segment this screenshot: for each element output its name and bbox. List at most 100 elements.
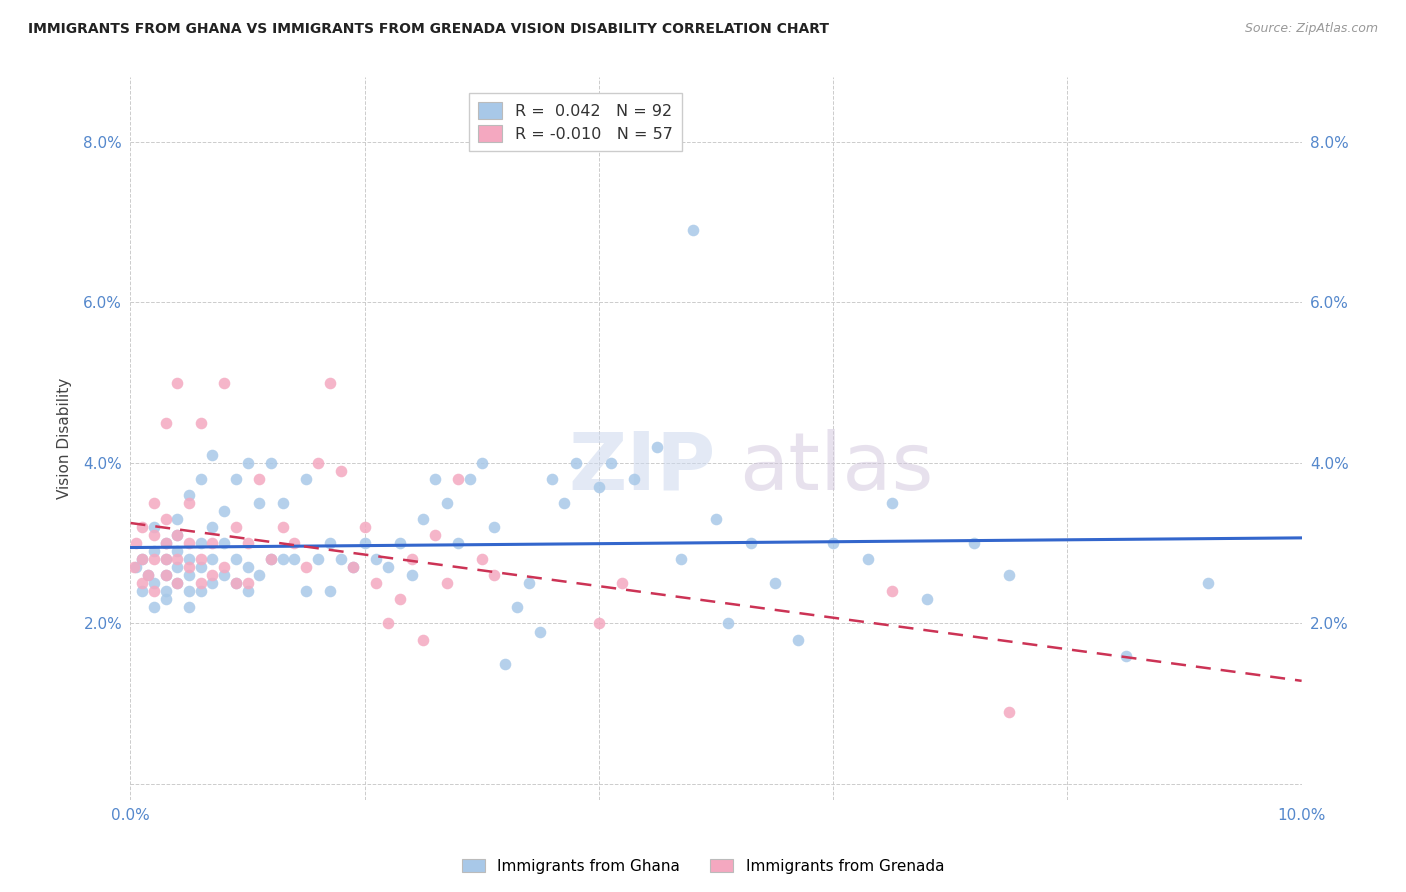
Point bbox=[136, 568, 159, 582]
Point bbox=[155, 512, 177, 526]
Point bbox=[125, 536, 148, 550]
Point bbox=[236, 560, 259, 574]
Point bbox=[166, 552, 188, 566]
Point bbox=[212, 504, 235, 518]
Point bbox=[366, 576, 388, 591]
Point bbox=[177, 584, 200, 599]
Point bbox=[155, 552, 177, 566]
Point bbox=[436, 576, 458, 591]
Point bbox=[177, 496, 200, 510]
Point bbox=[307, 456, 329, 470]
Point bbox=[541, 472, 564, 486]
Point bbox=[271, 496, 294, 510]
Point bbox=[201, 520, 224, 534]
Point bbox=[236, 536, 259, 550]
Point bbox=[247, 568, 270, 582]
Point bbox=[142, 552, 165, 566]
Point bbox=[236, 576, 259, 591]
Point bbox=[998, 705, 1021, 719]
Point bbox=[190, 536, 212, 550]
Point bbox=[190, 560, 212, 574]
Point bbox=[142, 576, 165, 591]
Point bbox=[295, 472, 318, 486]
Point bbox=[283, 536, 305, 550]
Point bbox=[517, 576, 540, 591]
Point bbox=[201, 536, 224, 550]
Point bbox=[155, 552, 177, 566]
Point bbox=[564, 456, 586, 470]
Point bbox=[401, 552, 423, 566]
Point bbox=[177, 536, 200, 550]
Legend: Immigrants from Ghana, Immigrants from Grenada: Immigrants from Ghana, Immigrants from G… bbox=[456, 853, 950, 880]
Point bbox=[142, 496, 165, 510]
Point bbox=[318, 584, 340, 599]
Point bbox=[623, 472, 645, 486]
Point bbox=[142, 528, 165, 542]
Point bbox=[377, 560, 399, 574]
Point bbox=[166, 576, 188, 591]
Point bbox=[131, 584, 153, 599]
Point bbox=[236, 584, 259, 599]
Point bbox=[682, 223, 704, 237]
Point bbox=[529, 624, 551, 639]
Point bbox=[142, 600, 165, 615]
Point bbox=[166, 544, 188, 558]
Point bbox=[166, 376, 188, 390]
Point bbox=[295, 560, 318, 574]
Point bbox=[177, 600, 200, 615]
Text: Source: ZipAtlas.com: Source: ZipAtlas.com bbox=[1244, 22, 1378, 36]
Point bbox=[388, 536, 411, 550]
Point bbox=[131, 552, 153, 566]
Point bbox=[247, 472, 270, 486]
Point bbox=[858, 552, 880, 566]
Point bbox=[318, 536, 340, 550]
Point bbox=[166, 560, 188, 574]
Point bbox=[271, 552, 294, 566]
Point bbox=[717, 616, 740, 631]
Point bbox=[599, 456, 621, 470]
Point bbox=[482, 520, 505, 534]
Point bbox=[366, 552, 388, 566]
Point bbox=[201, 448, 224, 462]
Point bbox=[880, 496, 903, 510]
Point bbox=[260, 552, 283, 566]
Point bbox=[669, 552, 692, 566]
Point bbox=[177, 568, 200, 582]
Point bbox=[342, 560, 364, 574]
Point bbox=[190, 472, 212, 486]
Point bbox=[482, 568, 505, 582]
Point bbox=[122, 560, 145, 574]
Point bbox=[166, 512, 188, 526]
Point bbox=[131, 552, 153, 566]
Point bbox=[177, 488, 200, 502]
Point bbox=[458, 472, 481, 486]
Point bbox=[787, 632, 810, 647]
Point bbox=[377, 616, 399, 631]
Point bbox=[471, 456, 494, 470]
Text: IMMIGRANTS FROM GHANA VS IMMIGRANTS FROM GRENADA VISION DISABILITY CORRELATION C: IMMIGRANTS FROM GHANA VS IMMIGRANTS FROM… bbox=[28, 22, 830, 37]
Point bbox=[212, 536, 235, 550]
Point bbox=[177, 560, 200, 574]
Point bbox=[553, 496, 575, 510]
Point bbox=[704, 512, 727, 526]
Point bbox=[155, 592, 177, 607]
Point bbox=[201, 568, 224, 582]
Point bbox=[212, 568, 235, 582]
Point bbox=[190, 584, 212, 599]
Point bbox=[155, 536, 177, 550]
Point bbox=[166, 528, 188, 542]
Point bbox=[388, 592, 411, 607]
Point bbox=[963, 536, 986, 550]
Legend: R =  0.042   N = 92, R = -0.010   N = 57: R = 0.042 N = 92, R = -0.010 N = 57 bbox=[468, 93, 682, 152]
Point bbox=[136, 568, 159, 582]
Point bbox=[212, 376, 235, 390]
Point bbox=[260, 552, 283, 566]
Text: atlas: atlas bbox=[740, 429, 934, 507]
Point bbox=[155, 568, 177, 582]
Point bbox=[155, 584, 177, 599]
Point bbox=[131, 520, 153, 534]
Point bbox=[330, 464, 353, 478]
Point bbox=[353, 536, 375, 550]
Point bbox=[225, 552, 247, 566]
Point bbox=[880, 584, 903, 599]
